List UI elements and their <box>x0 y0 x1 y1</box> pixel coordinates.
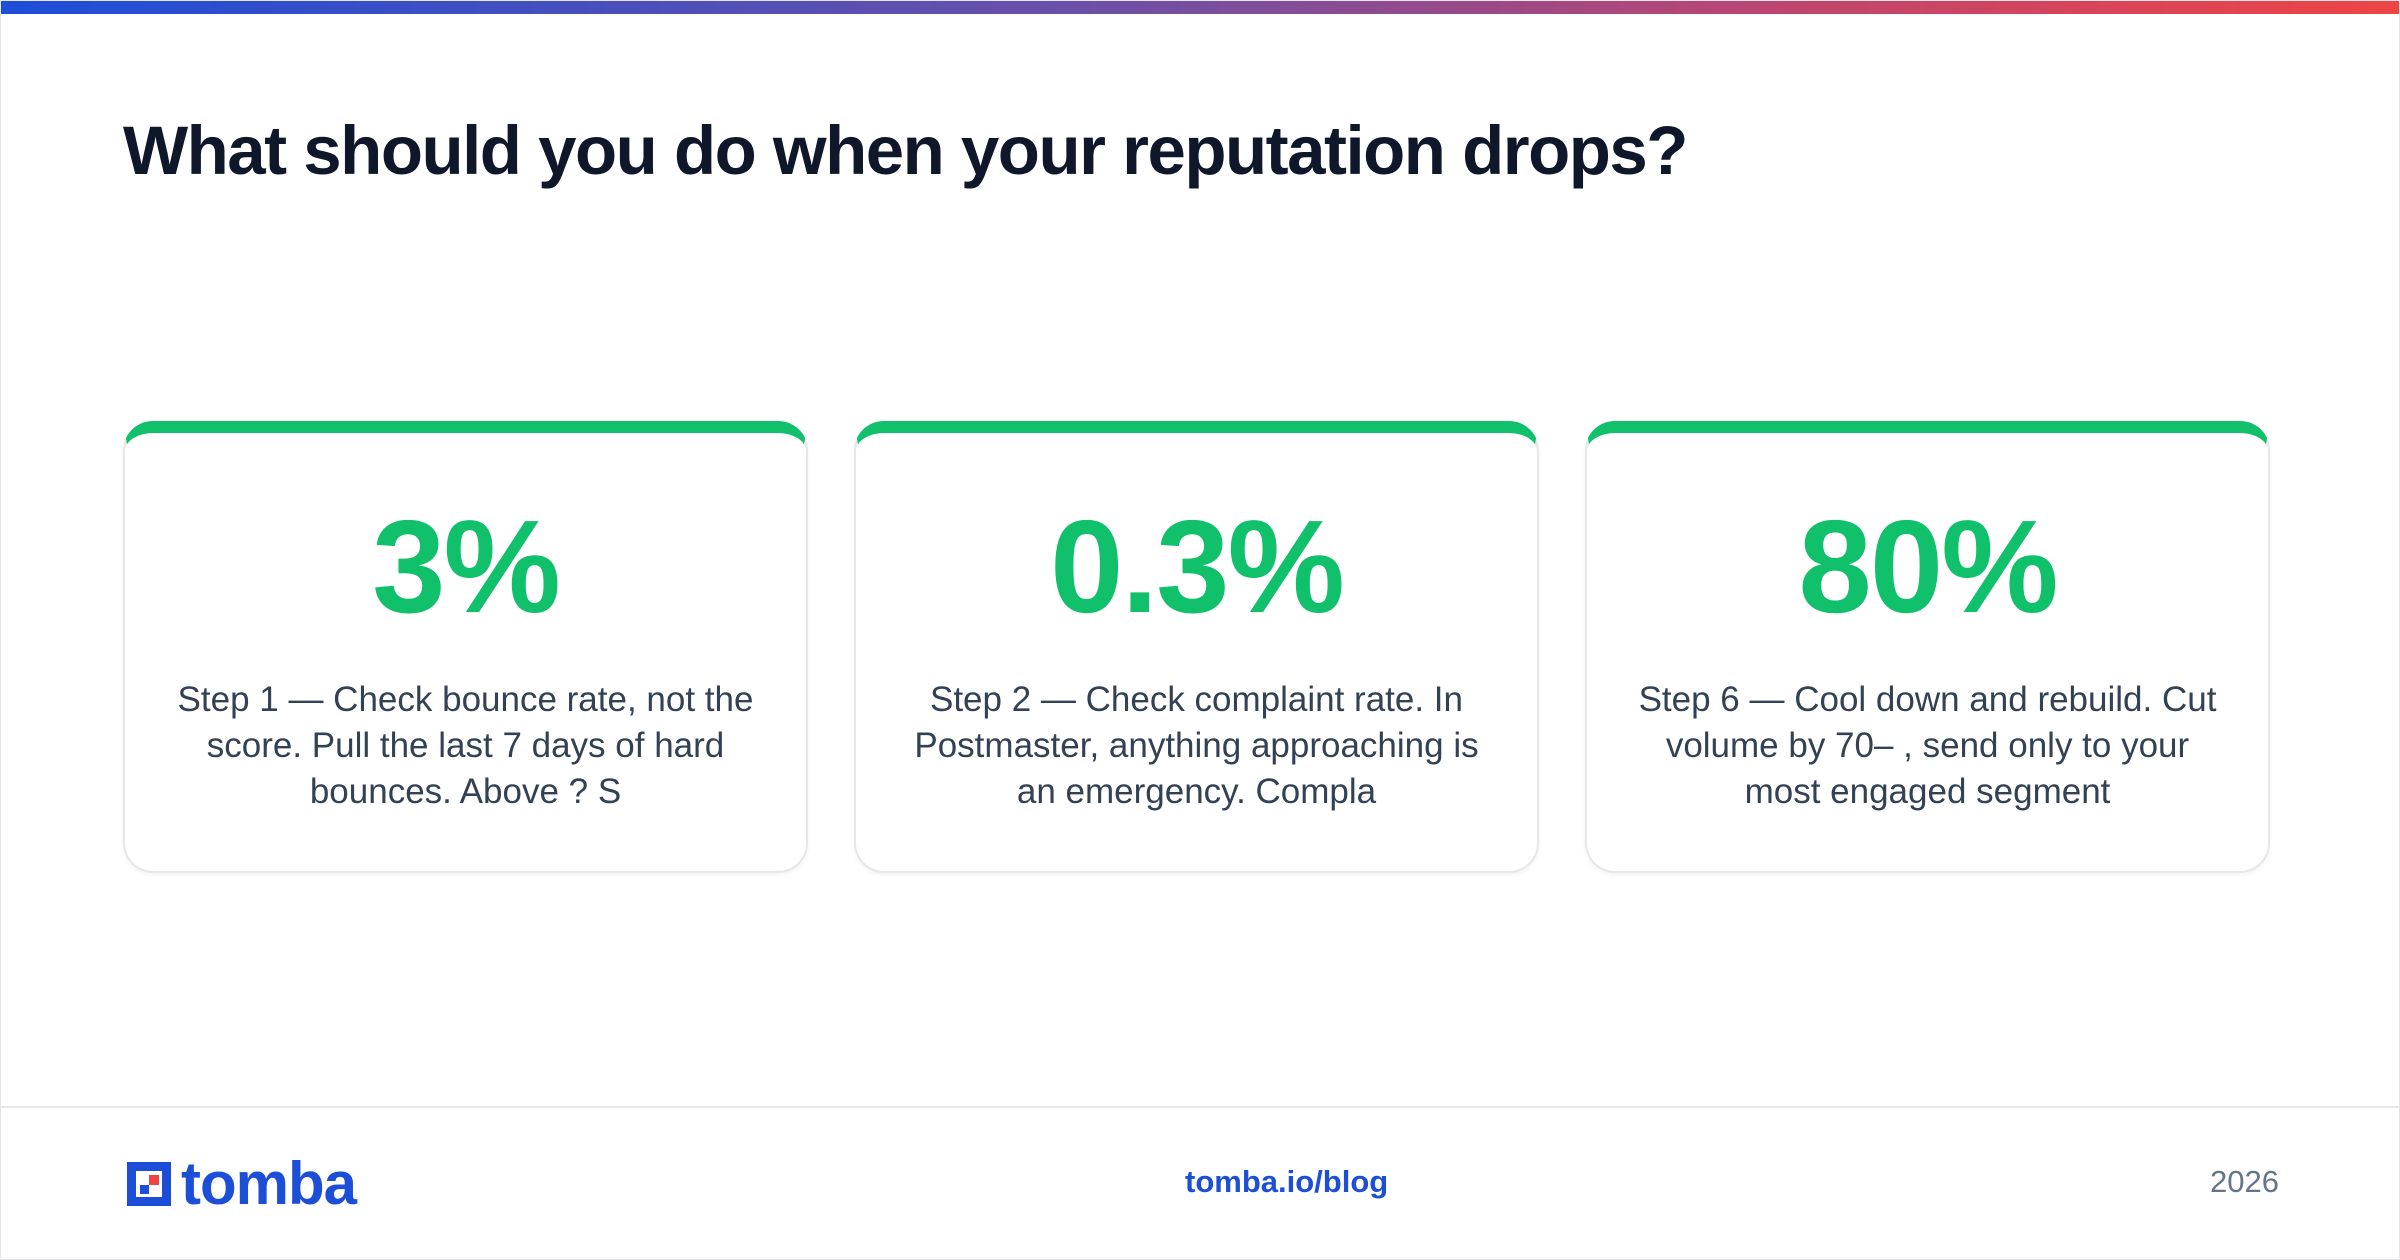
stat-card-step-6: 80% Step 6 — Cool down and rebuild. Cut … <box>1585 421 2270 873</box>
stat-value: 0.3% <box>1050 493 1345 640</box>
stat-description: Step 6 — Cool down and rebuild. Cut volu… <box>1638 680 2217 811</box>
stat-description: Step 1 — Check bounce rate, not the scor… <box>177 680 754 811</box>
blog-link[interactable]: tomba.io/blog <box>1185 1164 1389 1199</box>
footer-divider <box>1 1106 2399 1108</box>
tomba-logo[interactable]: tomba <box>123 1150 357 1217</box>
tomba-logo-mark-icon <box>127 1162 171 1206</box>
footer-year: 2026 <box>2210 1164 2279 1199</box>
stat-value: 3% <box>372 493 561 640</box>
gradient-top-bar <box>1 1 2399 14</box>
stat-card-step-1: 3% Step 1 — Check bounce rate, not the s… <box>123 421 808 873</box>
stat-card-step-2: 0.3% Step 2 — Check complaint rate. In P… <box>854 421 1539 873</box>
logo-wordmark: tomba <box>181 1150 357 1217</box>
stat-cards: 3% Step 1 — Check bounce rate, not the s… <box>123 421 2270 873</box>
stat-description: Step 2 — Check complaint rate. In Postma… <box>914 680 1479 811</box>
page-title: What should you do when your reputation … <box>123 112 1688 189</box>
stat-value: 80% <box>1798 493 2058 640</box>
